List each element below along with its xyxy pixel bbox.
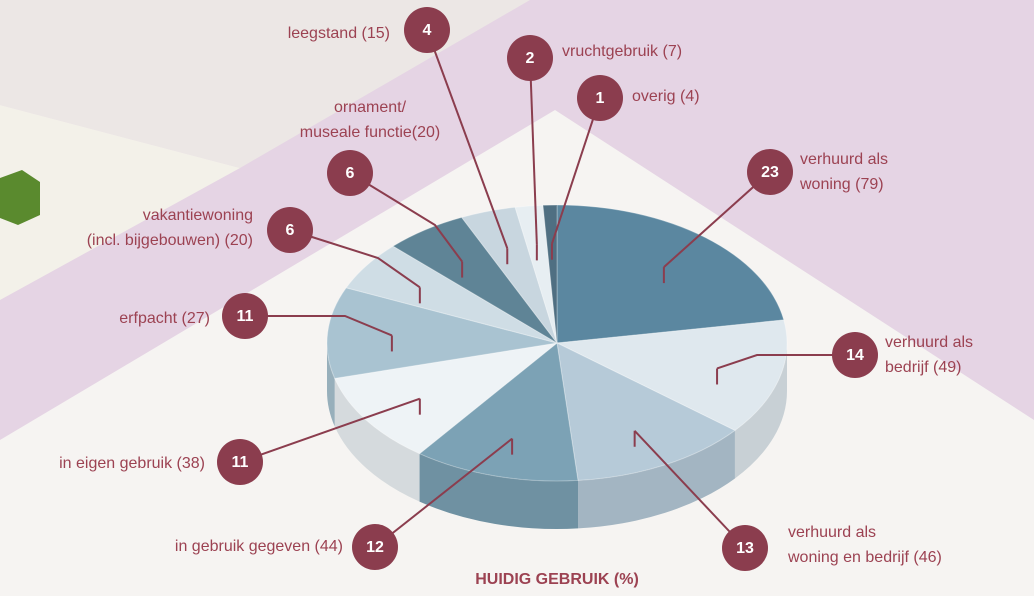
category-label: vruchtgebruik (7): [562, 43, 682, 60]
category-label: bedrijf (49): [885, 359, 961, 376]
category-label: in gebruik gegeven (44): [175, 538, 343, 555]
category-label: leegstand (15): [288, 25, 390, 42]
chart-title: HUIDIG GEBRUIK (%): [475, 571, 639, 588]
category-label: verhuurd als: [800, 151, 888, 168]
category-label: overig (4): [632, 88, 700, 105]
value-label: 4: [423, 22, 432, 39]
category-label: woning (79): [799, 176, 884, 193]
category-label: woning en bedrijf (46): [787, 549, 942, 566]
value-label: 14: [846, 347, 864, 364]
value-label: 23: [761, 164, 779, 181]
category-label: vakantiewoning: [143, 207, 253, 224]
value-label: 11: [232, 454, 249, 471]
category-label: (incl. bijgebouwen) (20): [87, 232, 253, 249]
chart: HUIDIG GEBRUIK (%) 23 verhuurd als woning …: [0, 0, 1034, 596]
value-label: 6: [346, 165, 355, 182]
value-label: 6: [286, 222, 295, 239]
category-label: museale functie(20): [300, 124, 441, 141]
category-label: verhuurd als: [885, 334, 973, 351]
category-label: in eigen gebruik (38): [59, 455, 205, 472]
category-label: verhuurd als: [788, 524, 876, 541]
value-label: 1: [596, 90, 605, 107]
value-label: 13: [736, 540, 754, 557]
category-label: erfpacht (27): [119, 310, 210, 327]
value-label: 11: [237, 308, 254, 325]
category-label: ornament/: [334, 99, 407, 116]
value-label: 2: [526, 50, 535, 67]
hedge-icon: [0, 170, 40, 225]
value-label: 12: [366, 539, 384, 556]
